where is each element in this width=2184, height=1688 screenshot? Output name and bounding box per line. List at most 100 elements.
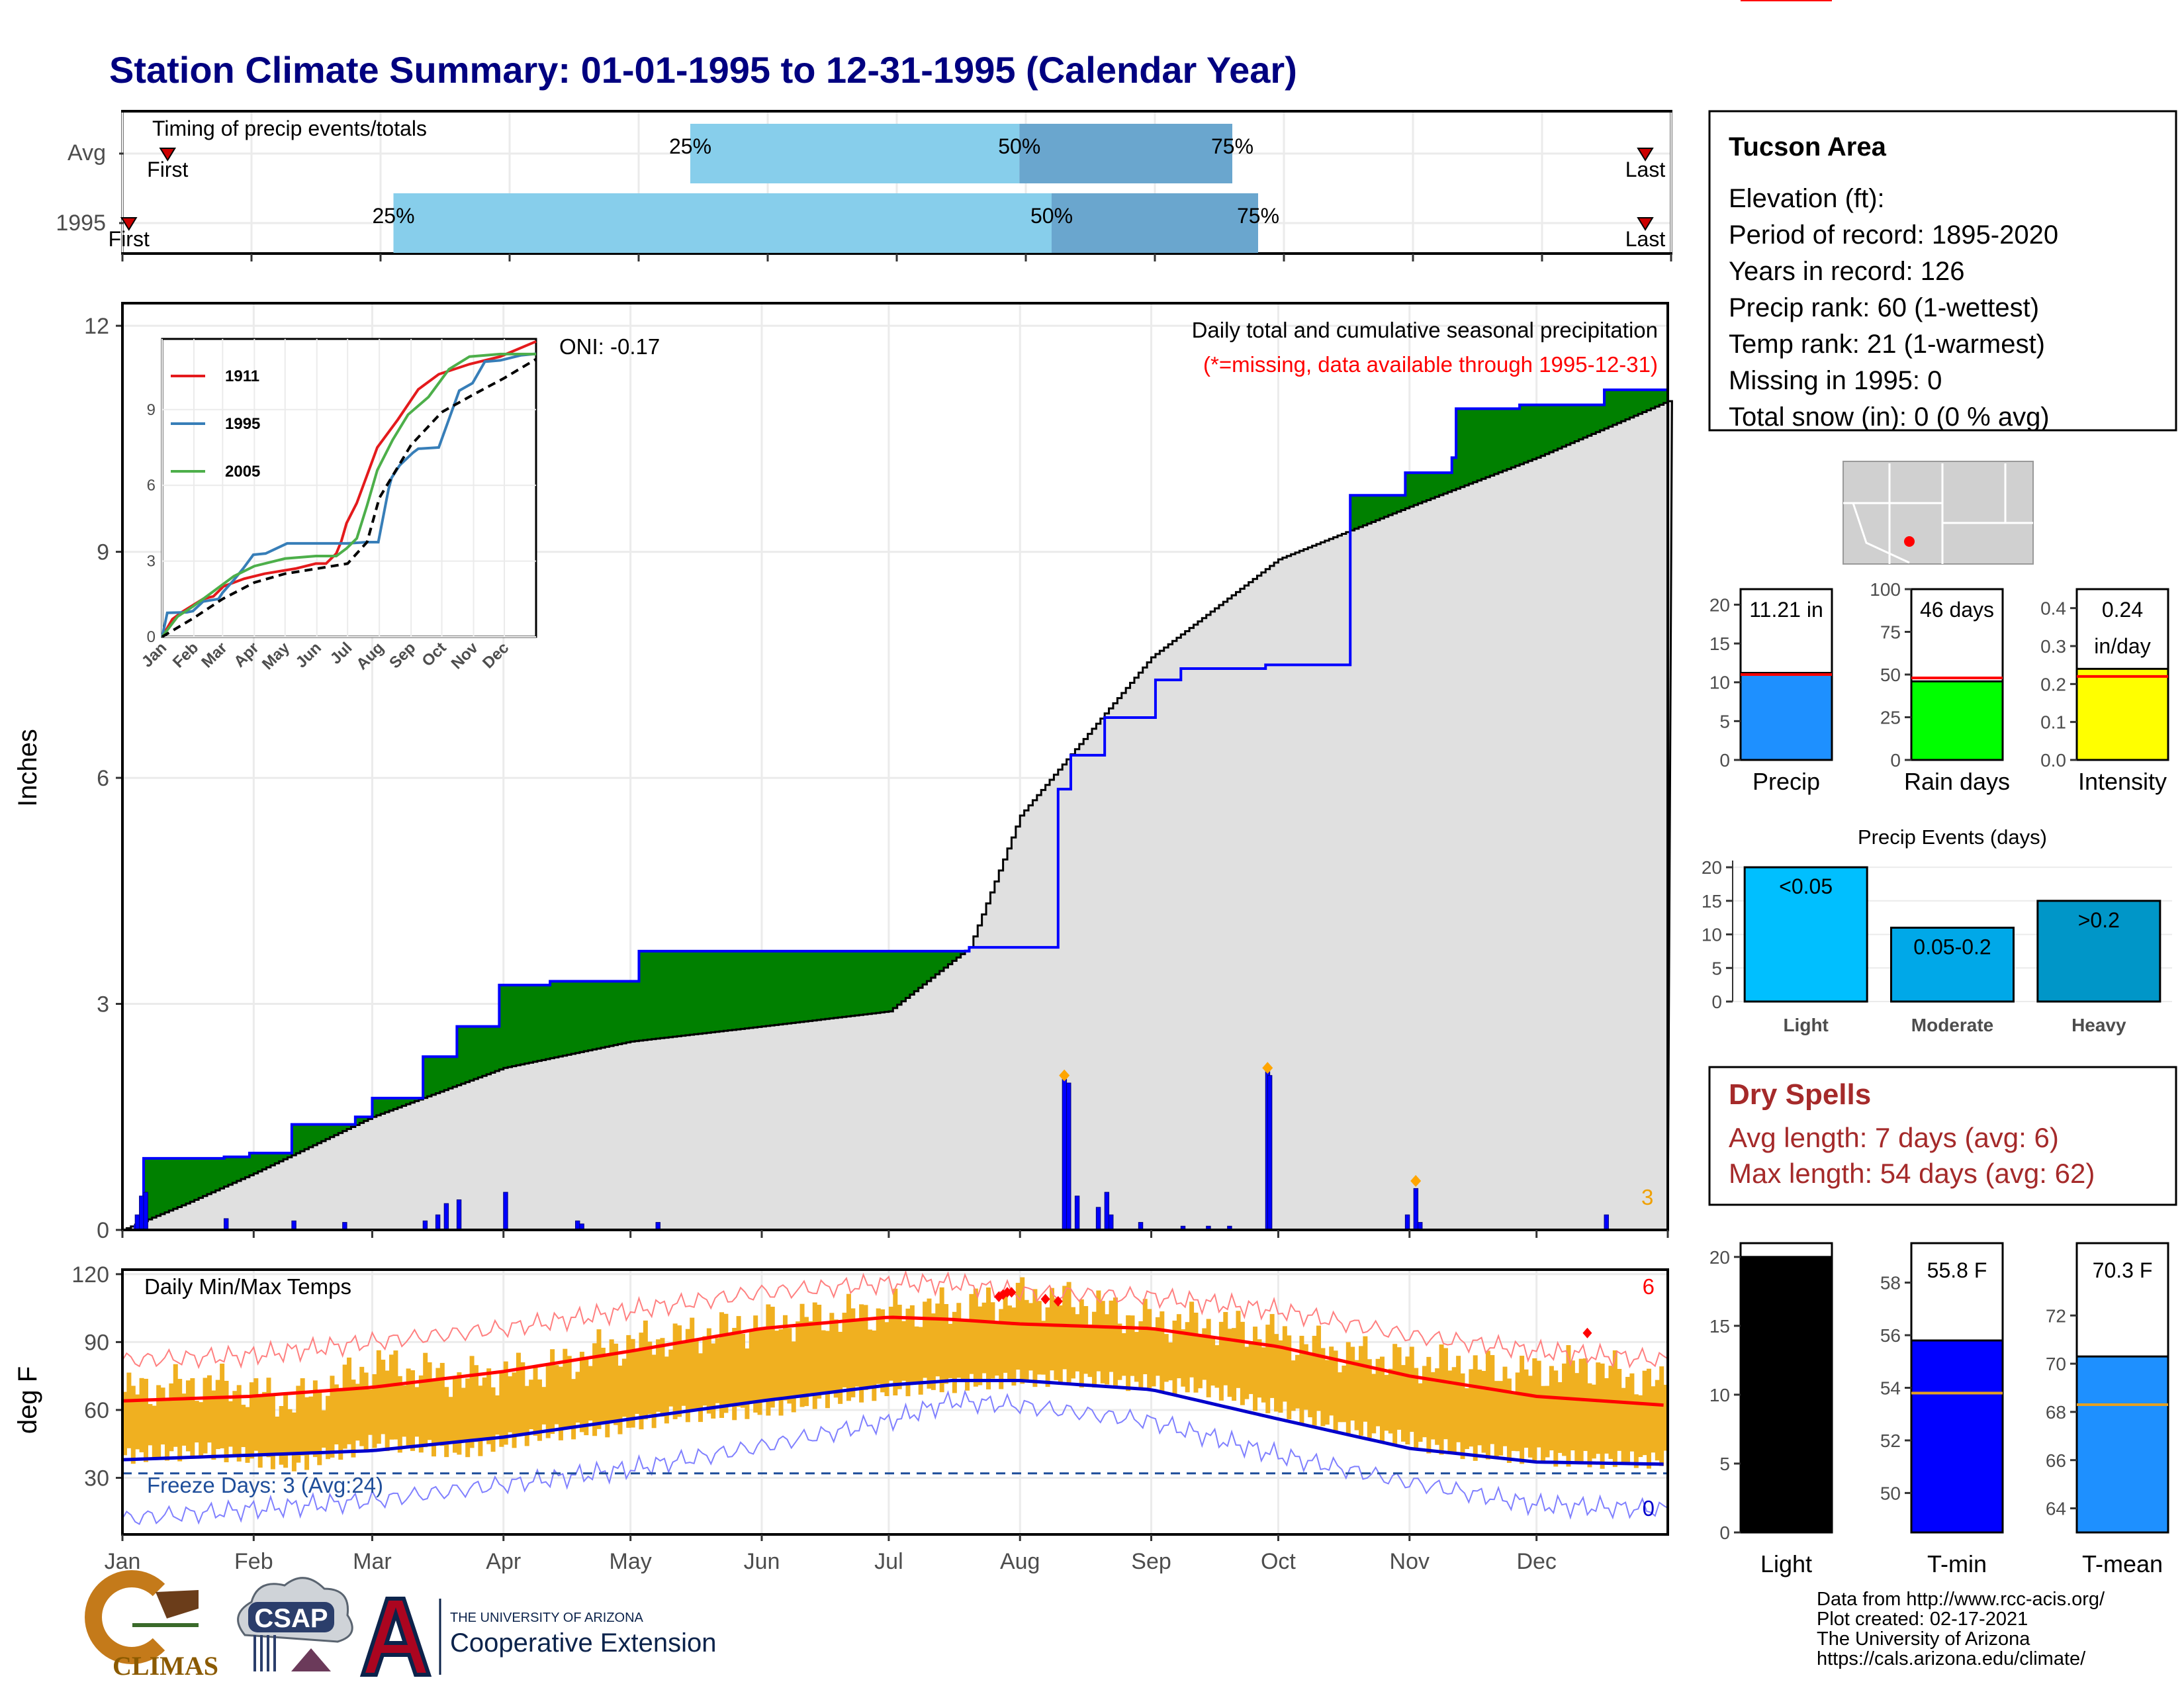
y-tick-label: 75 [1880,622,1901,643]
daily-temp-bar [1354,1360,1359,1430]
daily-temp-bar [1578,1358,1584,1464]
average-max-line [122,1315,1664,1407]
above-average-area [960,951,966,955]
daily-temp-bar [308,1396,314,1454]
daily-temp-bar [245,1407,250,1463]
daily-temp-bar [381,1360,386,1434]
daily-temp-bar [1168,1342,1173,1381]
intensity-category-label: Intensity [2078,768,2167,795]
above-average-area [647,951,653,1040]
daily-temp-bar [1409,1346,1414,1432]
daily-temp-bar [130,1385,136,1464]
footer-line: The University of Arizona [1817,1628,2030,1650]
daily-temp-bar [1384,1375,1389,1431]
above-average-area [909,951,915,995]
above-average-area [1663,389,1668,403]
above-average-area [736,951,741,1030]
csap-logo: CSAP [237,1577,353,1671]
daily-temp-bar [592,1343,598,1436]
daily-temp-bar [287,1409,293,1455]
above-average-area [803,951,809,1022]
precip-y-axis-title: Inches [13,729,42,807]
above-average-area [177,1158,183,1207]
daily-temp-bar [575,1372,580,1423]
above-average-area [567,981,572,1055]
daily-temp-bar [1130,1315,1135,1376]
y-tick-label: 20 [1709,594,1730,615]
daily-temp-bar [1587,1383,1592,1468]
daily-temp-bar [461,1387,466,1442]
daily-temp-bar [1342,1365,1347,1423]
daily-precip-bar [503,1192,508,1231]
above-average-area [821,951,826,1020]
above-average-area [279,1152,284,1162]
daily-temp-bar [368,1389,373,1435]
above-average-area [690,951,695,1035]
daily-temp-bar [1511,1391,1516,1451]
daily-temp-bar [148,1404,153,1446]
daily-temp-bar [1638,1395,1643,1458]
above-average-area [275,1152,280,1164]
daily-temp-bar [1524,1369,1529,1448]
daily-temp-bar [1367,1359,1372,1438]
daily-temp-bar [529,1380,534,1430]
above-average-area [554,981,559,1058]
above-average-area [545,985,551,1060]
daily-temp-bar [1303,1344,1308,1410]
above-average-area [833,951,839,1018]
above-average-area [660,951,665,1039]
daily-temp-bar [690,1317,695,1411]
daily-temp-bar [978,1306,983,1385]
above-average-area [427,1056,432,1097]
above-average-area [563,981,568,1056]
rain-days-value-label: 46 days [1920,598,1994,622]
daily-temp-bar [1045,1307,1050,1387]
daily-temp-bar [1329,1346,1334,1416]
above-average-area [432,1056,436,1095]
above-average-area [931,951,936,978]
y-tick-label: 30 [84,1466,109,1491]
daily-temp-bar [439,1362,445,1446]
daily-temp-bar [876,1308,881,1384]
daily-temp-bar [1574,1373,1580,1463]
above-average-area [664,951,669,1038]
above-average-area [516,985,521,1066]
daily-temp-bar [1227,1329,1232,1397]
rain-days-bar [1910,680,2004,761]
daily-temp-bar [423,1352,428,1448]
precip-events-panel: Precip Events (days) 0 5 10 15 20 <0.05 Light 0.… [1702,825,2172,1035]
above-average-area [1490,408,1495,476]
above-average-area [1414,473,1419,505]
daily-temp-bar [960,1319,966,1383]
inset-y-tick-label: 6 [147,477,156,494]
above-average-area [1456,408,1461,489]
y-tick-label: 10 [1702,925,1722,945]
p75-label: 75% [1211,134,1253,158]
daily-temp-bar [761,1327,766,1401]
precip-total-category-label: Precip [1752,768,1820,795]
daily-temp-bar [1151,1327,1156,1387]
daily-temp-bar [169,1383,174,1452]
daily-temp-bar [1083,1306,1089,1374]
inset-y-tick-label: 9 [147,401,156,419]
precip-events-title: Precip Events (days) [1858,825,2047,849]
daily-temp-bar [1257,1339,1262,1398]
daily-temp-bar [317,1391,322,1466]
daily-temp-bar [888,1306,893,1381]
daily-temp-bar [1562,1363,1567,1456]
above-average-area [444,1056,449,1090]
daily-temp-bar [291,1412,296,1472]
daily-temp-bar [1633,1394,1639,1468]
daily-temp-bar [1418,1383,1423,1442]
daily-temp-bar [1405,1356,1410,1445]
above-average-area [753,951,758,1028]
above-average-area [1557,404,1563,449]
daily-temp-bar [969,1293,974,1374]
above-average-area [935,951,940,974]
above-average-area [723,951,729,1031]
above-average-area [778,951,784,1025]
daily-temp-bar [241,1405,246,1448]
above-average-area [499,985,504,1070]
daily-temp-bar [499,1372,504,1447]
